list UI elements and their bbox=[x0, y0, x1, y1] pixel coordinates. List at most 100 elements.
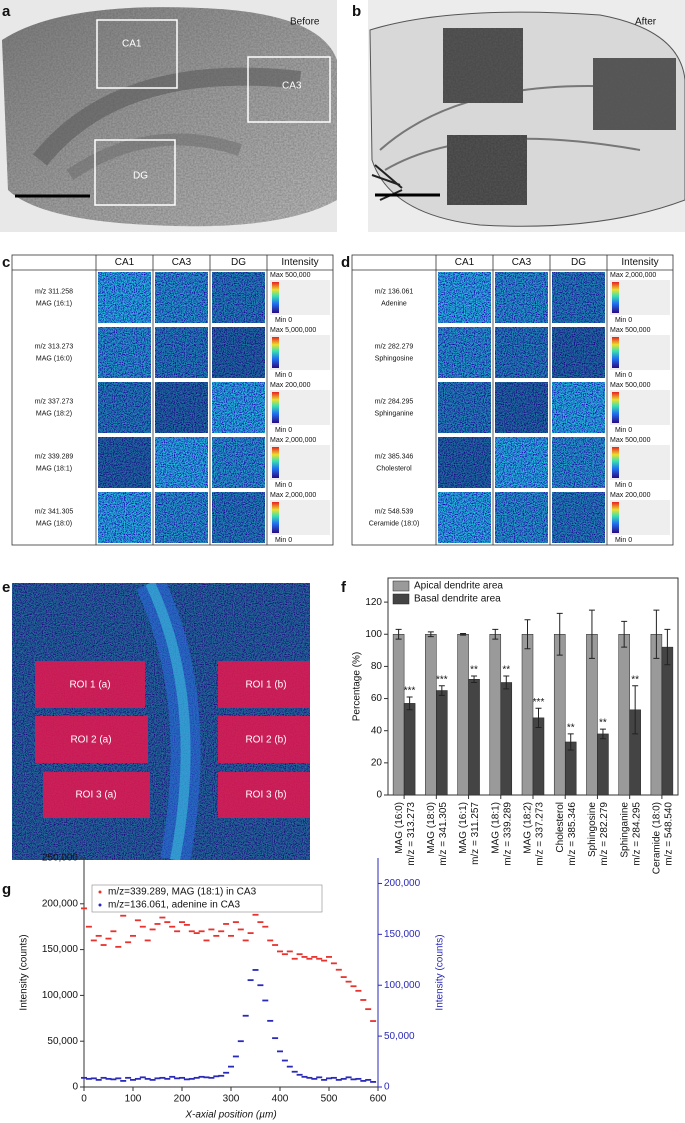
ion-image bbox=[155, 492, 208, 543]
ion-image bbox=[552, 492, 605, 543]
error-bar bbox=[535, 707, 542, 728]
ion-image-shade bbox=[98, 492, 151, 543]
y-tick-label: 80 bbox=[371, 661, 383, 672]
y2-tick-label: 150,000 bbox=[384, 929, 421, 940]
column-header: CA1 bbox=[455, 257, 475, 268]
row-mz: m/z 282.279 bbox=[375, 343, 414, 350]
roi-label: ROI 1 (b) bbox=[245, 680, 286, 691]
ion-image bbox=[12, 583, 310, 860]
roi-label: ROI 2 (b) bbox=[245, 735, 286, 746]
colorbar bbox=[272, 282, 279, 313]
row-name: MAG (16:1) bbox=[36, 300, 72, 307]
ion-image bbox=[495, 492, 548, 543]
x-tick-sublabel: m/z = 311.257 bbox=[470, 802, 481, 865]
legend-label: Apical dendrite area bbox=[414, 581, 503, 592]
x-tick-label: 500 bbox=[321, 1094, 338, 1105]
roi bbox=[218, 772, 310, 818]
colorbar-min: Min 0 bbox=[615, 427, 632, 434]
significance: ** bbox=[470, 665, 478, 676]
ion-image bbox=[98, 327, 151, 378]
panel-letter: g bbox=[2, 881, 11, 898]
bar bbox=[436, 690, 448, 796]
ion-image bbox=[212, 437, 265, 488]
legend-marker bbox=[98, 903, 102, 907]
bar bbox=[403, 703, 416, 796]
bar bbox=[425, 634, 437, 796]
colorbar-panel bbox=[610, 500, 670, 535]
y-axis-label: Percentage (%) bbox=[352, 652, 363, 721]
bar bbox=[489, 634, 502, 796]
bar bbox=[392, 634, 405, 796]
y-tick-label: 20 bbox=[371, 757, 383, 768]
ion-image bbox=[212, 272, 265, 323]
x-tick-label: 400 bbox=[272, 1094, 289, 1105]
x-tick-label: 100 bbox=[125, 1094, 142, 1105]
y-tick-label: 120 bbox=[365, 597, 382, 608]
roi-label: ROI 3 (a) bbox=[75, 790, 116, 801]
ablated-texture bbox=[593, 58, 676, 130]
colorbar bbox=[272, 392, 279, 423]
significance: ** bbox=[631, 674, 639, 685]
panel-letter: c bbox=[2, 254, 10, 271]
ion-image bbox=[212, 492, 265, 543]
error-bar bbox=[599, 728, 606, 740]
ion-image-shade bbox=[212, 327, 265, 378]
colorbar-panel bbox=[270, 500, 330, 535]
row-name: MAG (18:0) bbox=[36, 520, 72, 527]
ion-image-shade bbox=[438, 272, 491, 323]
colorbar-min: Min 0 bbox=[275, 427, 292, 434]
colorbar-panel bbox=[610, 280, 670, 315]
colorbar-max: Max 500,000 bbox=[610, 327, 651, 334]
y-axis-label: Intensity (counts) bbox=[19, 934, 30, 1010]
legend-marker bbox=[98, 890, 102, 894]
y-tick-label: 0 bbox=[376, 790, 382, 801]
roi bbox=[35, 661, 145, 708]
colorbar-min: Min 0 bbox=[275, 372, 292, 379]
x-axis-label: X-axial position (µm) bbox=[184, 1110, 276, 1121]
y2-tick-label: 100,000 bbox=[384, 980, 421, 991]
panel-letter: b bbox=[352, 3, 361, 20]
colorbar-max: Max 200,000 bbox=[270, 382, 311, 389]
ion-image-shade bbox=[155, 272, 208, 323]
ion-image-shade bbox=[495, 327, 548, 378]
roi bbox=[218, 661, 310, 708]
ion-image bbox=[438, 382, 491, 433]
ion-image-shade bbox=[552, 327, 605, 378]
colorbar-panel bbox=[610, 445, 670, 480]
panel-b: After b bbox=[352, 0, 685, 232]
legend-frame bbox=[91, 884, 323, 913]
bar bbox=[500, 682, 513, 796]
ion-image-shade bbox=[552, 437, 605, 488]
ablated-texture bbox=[447, 135, 527, 205]
ion-image bbox=[552, 382, 605, 433]
error-bar bbox=[524, 619, 531, 650]
error-bar bbox=[653, 609, 660, 659]
row-name: Ceramide (18:0) bbox=[369, 520, 420, 527]
colorbar-panel bbox=[270, 445, 330, 480]
roi bbox=[35, 716, 148, 763]
colorbar-panel bbox=[610, 390, 670, 425]
colorbar bbox=[612, 502, 619, 533]
x-tick-label: 0 bbox=[81, 1094, 87, 1105]
ion-image-shade bbox=[495, 382, 548, 433]
ion-image bbox=[155, 272, 208, 323]
error-bar bbox=[567, 733, 574, 751]
colorbar-max: Max 500,000 bbox=[270, 272, 311, 279]
tissue-texture bbox=[2, 7, 337, 227]
colorbar-min: Min 0 bbox=[615, 372, 632, 379]
y-tick-label: 250,000 bbox=[42, 853, 79, 864]
colorbar-min: Min 0 bbox=[275, 317, 292, 324]
error-bar bbox=[427, 631, 434, 638]
colorbar-panel bbox=[270, 335, 330, 370]
x-tick-sublabel: m/z = 339.289 bbox=[502, 802, 513, 866]
bar bbox=[532, 717, 545, 796]
ion-image bbox=[438, 327, 491, 378]
error-bar bbox=[556, 612, 563, 656]
significance: ** bbox=[599, 718, 607, 729]
ion-image-shade bbox=[495, 437, 548, 488]
bar bbox=[521, 634, 534, 796]
ion-image-shade bbox=[155, 327, 208, 378]
column-header: CA1 bbox=[115, 257, 135, 268]
y2-tick-label: 0 bbox=[384, 1082, 390, 1093]
bar bbox=[553, 634, 566, 796]
